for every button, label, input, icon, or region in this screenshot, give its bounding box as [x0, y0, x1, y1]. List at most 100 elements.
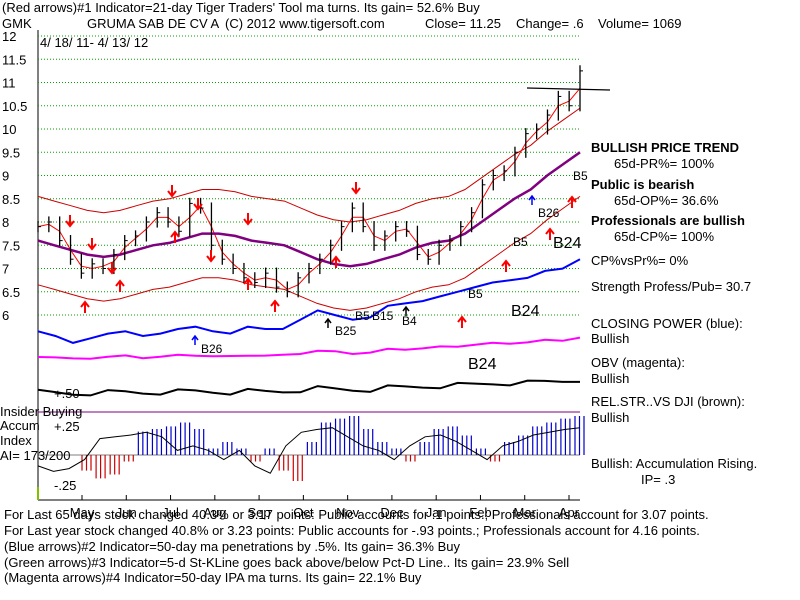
y-tick-label: 7	[2, 262, 9, 277]
sell-arrow	[243, 213, 253, 226]
strength-value: Strength Profess/Pub= 30.7	[591, 279, 752, 294]
buy-arrow	[170, 230, 180, 243]
upper-band	[37, 107, 581, 223]
company-name: GRUMA SAB DE CV A	[87, 16, 220, 31]
black-arrow	[402, 305, 410, 316]
relstr-title: REL.STR..VS DJI (brown):	[591, 394, 745, 409]
ma50-line	[37, 151, 581, 268]
closing-power-line	[37, 258, 581, 344]
x-tick-label: May	[70, 505, 95, 520]
sell-arrow	[107, 262, 117, 275]
y-tick-label: 9.5	[2, 145, 20, 160]
accum-status: Bullish: Accumulation Rising.	[591, 456, 758, 471]
indicator3-title: (Green arrows)#3 Indicator=5-d St-KLine …	[4, 555, 570, 570]
closing-power-value: Bullish	[591, 331, 630, 346]
footer-65day: For Last 65 days stock changed 40.3% or …	[4, 507, 709, 522]
signal-label: B26	[201, 342, 223, 356]
x-tick-label: Sep	[248, 505, 271, 520]
y-tick-label: 6.5	[2, 285, 20, 300]
x-tick-label: Dec	[380, 505, 404, 520]
obv-value: Bullish	[591, 371, 630, 386]
accum-minus25: -.25	[54, 478, 77, 493]
buy-arrow	[457, 315, 467, 328]
op-value: 65d-OP%= 36.6%	[614, 193, 719, 208]
sell-arrow	[206, 250, 216, 263]
accum-ma-line	[37, 427, 581, 474]
accum-plus25: +.25	[54, 419, 80, 434]
x-tick-label: Feb	[469, 505, 491, 520]
y-tick-label: 8.5	[2, 192, 20, 207]
signal-label: B5	[355, 309, 370, 323]
cpvspr-value: CP%vsPr%= 0%	[591, 253, 689, 268]
sell-arrow	[87, 238, 97, 251]
indicator1-title: (Red arrows)#1 Indicator=21-day Tiger Tr…	[2, 0, 480, 15]
signal-label: B25	[335, 324, 357, 338]
signal-label: B4	[402, 314, 417, 328]
indicator4-title: (Magenta arrows)#4 Indicator=50-day IPA …	[4, 570, 422, 585]
x-tick-label: Mar	[514, 505, 537, 520]
x-tick-label: Oct	[293, 505, 314, 520]
ip-value: IP= .3	[641, 472, 676, 487]
copyright: (C) 2012 www.tigersoft.com	[225, 16, 385, 31]
buy-arrow	[270, 299, 280, 312]
black-arrow	[324, 317, 332, 328]
signal-label: B5	[573, 169, 588, 183]
lower-band	[37, 195, 581, 311]
indicator2-title: (Blue arrows)#2 Indicator=50-day ma pene…	[4, 539, 460, 554]
buy-arrow	[501, 259, 511, 272]
buy-arrow	[115, 279, 125, 292]
trend-title: BULLISH PRICE TREND	[591, 140, 740, 155]
ai-value: AI= 173/200	[0, 448, 71, 463]
x-tick-label: Nov	[336, 505, 360, 520]
y-tick-label: 8	[2, 215, 9, 230]
index-label: Index	[0, 433, 32, 448]
signal-label: B24	[553, 235, 582, 252]
ma21-line	[37, 87, 581, 290]
signal-label: B26	[538, 206, 560, 220]
blue-arrow	[528, 194, 536, 205]
pro-title: Professionals are bullish	[591, 213, 745, 228]
x-tick-label: Jan	[426, 505, 447, 520]
obv-line	[37, 336, 581, 360]
sell-arrow	[65, 215, 75, 228]
volume-value: Volume= 1069	[598, 16, 682, 31]
footer-year: For Last year stock changed 40.8% or 3.2…	[4, 523, 700, 538]
signal-label: B5	[513, 235, 528, 249]
ticker: GMK	[2, 16, 32, 31]
buy-arrow	[331, 255, 341, 268]
signal-label: B15	[372, 309, 394, 323]
buy-arrow	[545, 227, 555, 240]
buy-arrow	[567, 195, 577, 208]
sell-arrow	[167, 185, 177, 198]
insider-buying-label: Insider Buying	[0, 404, 83, 419]
sell-arrow	[351, 182, 361, 195]
relstr-line	[37, 379, 580, 397]
y-tick-label: 7.5	[2, 238, 20, 253]
accum-plus50: +.50	[54, 386, 80, 401]
cp-value: 65d-CP%= 100%	[614, 229, 715, 244]
signal-label: B24	[511, 303, 540, 320]
signal-label: B24	[468, 356, 497, 373]
public-title: Public is bearish	[591, 177, 695, 192]
buy-arrow	[243, 277, 253, 290]
y-tick-label: 9	[2, 169, 9, 184]
sell-arrow	[193, 198, 203, 211]
close-value: Close= 11.25	[425, 16, 502, 31]
signal-label: B5	[468, 287, 483, 301]
buy-arrow	[80, 300, 90, 313]
x-tick-label: Jun	[116, 505, 137, 520]
resistance-line	[526, 87, 611, 91]
closing-power-title: CLOSING POWER (blue):	[591, 316, 743, 331]
y-tick-label: 11	[2, 76, 16, 91]
blue-arrow	[191, 334, 199, 345]
relstr-value: Bullish	[591, 410, 630, 425]
date-range: 4/ 18/ 11- 4/ 13/ 12	[40, 35, 149, 50]
y-tick-label: 10.5	[2, 99, 27, 114]
accum-label: Accum	[0, 418, 40, 433]
y-tick-label: 11.5	[2, 52, 26, 67]
x-tick-label: Apr	[559, 505, 580, 520]
y-tick-label: 6	[2, 308, 9, 323]
change-value: Change= .6	[516, 16, 584, 31]
x-tick-label: Aug	[203, 505, 226, 520]
